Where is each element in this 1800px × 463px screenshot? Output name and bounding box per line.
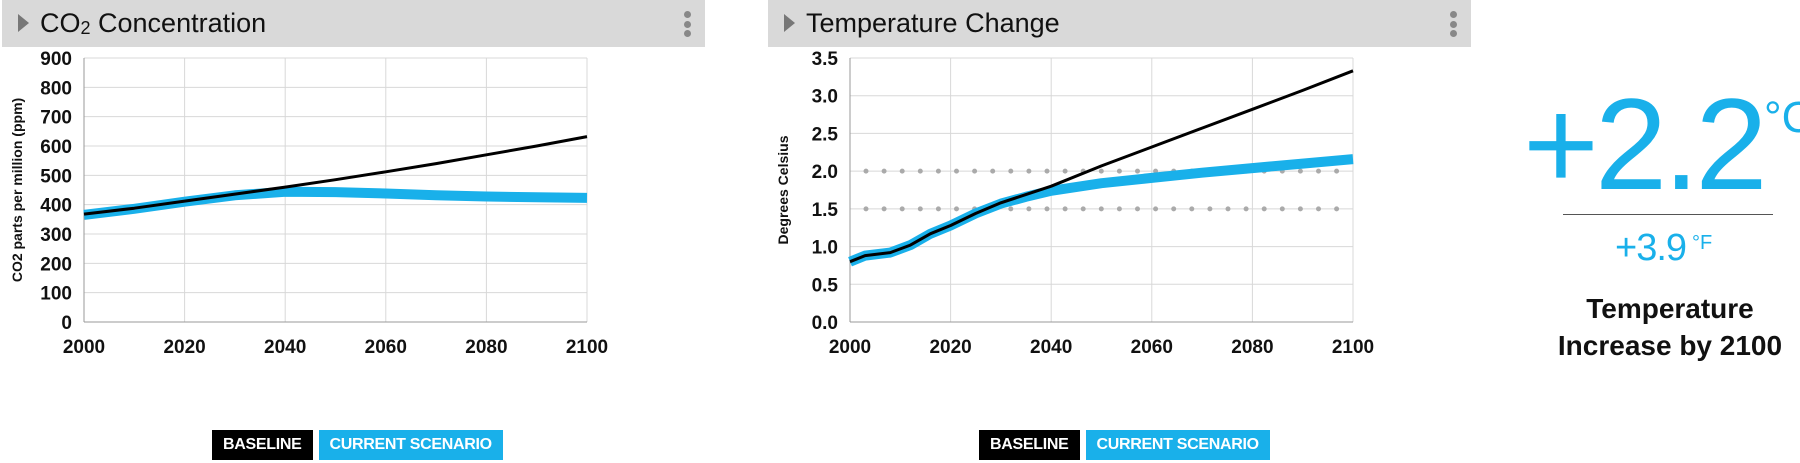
x-tick-label: 2000 [829,337,871,358]
temperature-panel-title: Temperature Change [806,8,1060,38]
celsius-unit: °C [1764,93,1800,142]
summary-caption: Temperature Increase by 2100 [1557,293,1783,361]
y-tick-label: 800 [40,78,72,99]
y-tick-label: 500 [40,166,72,187]
temperature-legend: BASELINE CURRENT SCENARIO [979,430,1270,460]
y-tick-label: 3.0 [812,87,838,108]
y-tick-label: 300 [40,225,72,246]
temperature-panel-header[interactable]: Temperature Change [768,0,1471,47]
x-tick-label: 2060 [365,337,407,358]
gridlines [849,57,1354,323]
fahrenheit-increase-value: +3.9 [1615,227,1687,269]
co2-panel: CO2 Concentration 0 100 200 300 400 500 600 700… [2,0,705,463]
expand-triangle-icon[interactable] [784,14,795,32]
legend-current-scenario[interactable]: CURRENT SCENARIO [318,430,503,460]
x-tick-label: 2000 [63,337,105,358]
co2-chart: 0 100 200 300 400 500 600 700 800 900 2000 2020 2040… [9,49,608,358]
y-tick-label: 900 [40,49,72,70]
series-line-baseline [849,69,1354,264]
x-tick-label: 2100 [1332,337,1374,358]
x-tick-label: 2060 [1131,337,1173,358]
y-tick-label: 400 [40,196,72,217]
y-tick-label: 2.0 [812,162,838,183]
co2-legend: BASELINE CURRENT SCENARIO [212,430,503,460]
x-tick-label: 2040 [1030,337,1072,358]
y-tick-label: 2.5 [812,124,839,145]
co2-panel-header[interactable]: CO2 Concentration [2,0,705,47]
more-options-icon[interactable] [683,11,691,37]
legend-current-scenario[interactable]: CURRENT SCENARIO [1085,430,1270,460]
temperature-chart: 0.0 0.5 1.0 1.5 2.0 2.5 3.0 3.5 2000 2020 2040 2060… [775,49,1374,358]
y-tick-label: 1.5 [812,200,839,221]
co2-panel-title: CO2 Concentration [40,8,266,43]
summary-divider [1563,214,1773,215]
x-tick-label: 2080 [1231,337,1273,358]
series-line-baseline [83,135,588,216]
x-tick-label: 2040 [264,337,306,358]
y-axis-label: CO2 parts per million (ppm) [9,98,25,282]
expand-triangle-icon[interactable] [18,14,29,32]
y-tick-label: 0.5 [812,275,839,296]
x-tick-label: 2100 [566,337,608,358]
x-tick-label: 2020 [929,337,971,358]
co2-title-rest: Concentration [90,8,267,38]
x-tick-label: 2080 [465,337,507,358]
y-tick-label: 100 [40,284,72,305]
y-tick-label: 3.5 [812,49,839,70]
legend-baseline[interactable]: BASELINE [979,430,1080,460]
legend-baseline[interactable]: BASELINE [212,430,313,460]
co2-title-main: CO [40,8,81,38]
temperature-summary: +2.2 °C +3.9 °F Temperature Increase by … [1520,0,1800,463]
y-axis-label: Degrees Celsius [775,135,791,244]
temperature-panel: Temperature Change 0.0 0.5 1.0 1.5 2.0 2.5 3.0… [768,0,1471,463]
y-tick-label: 600 [40,137,72,158]
y-tick-label: 200 [40,254,72,275]
co2-title-subscript: 2 [80,18,91,38]
fahrenheit-unit: °F [1692,232,1713,254]
y-tick-label: 0.0 [812,313,838,334]
celsius-increase-value: +2.2 [1523,71,1768,217]
y-tick-label: 700 [40,108,72,129]
x-tick-label: 2020 [163,337,205,358]
y-tick-label: 1.0 [812,238,838,259]
y-tick-label: 0 [61,313,72,334]
more-options-icon[interactable] [1449,11,1457,37]
